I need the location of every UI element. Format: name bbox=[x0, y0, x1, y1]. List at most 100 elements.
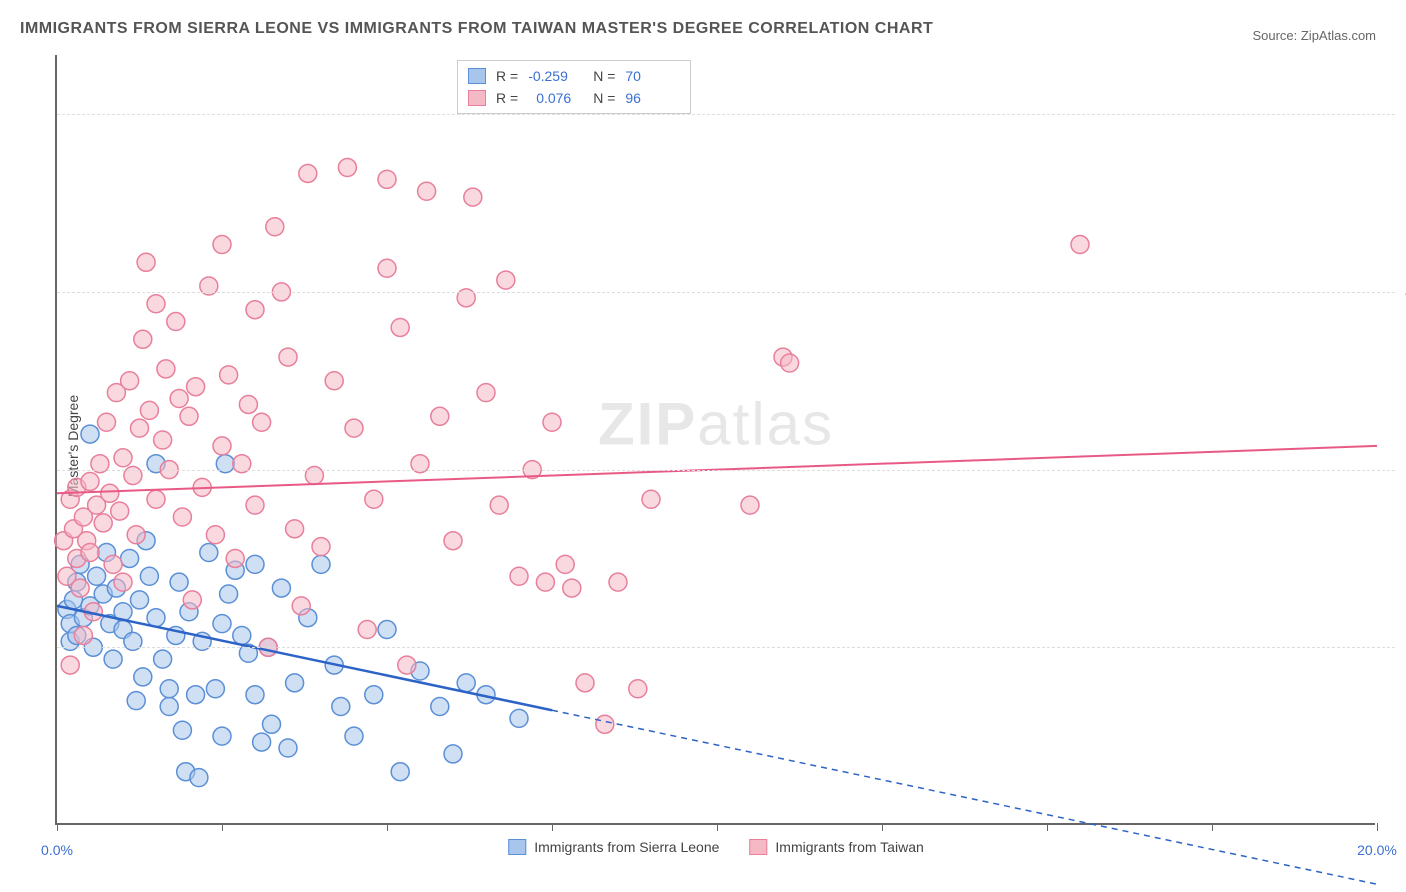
data-point bbox=[253, 733, 271, 751]
data-point bbox=[609, 573, 627, 591]
data-point bbox=[497, 271, 515, 289]
data-point bbox=[88, 567, 106, 585]
data-point bbox=[246, 496, 264, 514]
data-point bbox=[239, 395, 257, 413]
data-point bbox=[147, 295, 165, 313]
stat-label-r: R = bbox=[496, 68, 518, 84]
data-point bbox=[246, 686, 264, 704]
data-point bbox=[167, 313, 185, 331]
data-point bbox=[104, 555, 122, 573]
data-point bbox=[345, 419, 363, 437]
data-point bbox=[312, 555, 330, 573]
data-point bbox=[121, 549, 139, 567]
x-tick-label: 0.0% bbox=[41, 842, 73, 858]
data-point bbox=[140, 567, 158, 585]
data-point bbox=[170, 390, 188, 408]
data-point bbox=[464, 188, 482, 206]
data-point bbox=[378, 259, 396, 277]
data-point bbox=[345, 727, 363, 745]
data-point bbox=[94, 514, 112, 532]
data-point bbox=[444, 745, 462, 763]
data-point bbox=[147, 609, 165, 627]
x-tick-label: 20.0% bbox=[1357, 842, 1397, 858]
trend-line-dashed bbox=[552, 710, 1377, 884]
stat-r-value-1: -0.259 bbox=[528, 68, 583, 84]
data-point bbox=[183, 591, 201, 609]
data-point bbox=[418, 182, 436, 200]
data-point bbox=[200, 544, 218, 562]
data-point bbox=[576, 674, 594, 692]
data-point bbox=[61, 656, 79, 674]
data-point bbox=[127, 526, 145, 544]
data-point bbox=[781, 354, 799, 372]
data-point bbox=[510, 567, 528, 585]
data-point bbox=[741, 496, 759, 514]
data-point bbox=[71, 579, 89, 597]
data-point bbox=[74, 626, 92, 644]
data-point bbox=[365, 686, 383, 704]
stat-label-n: N = bbox=[593, 68, 615, 84]
legend-item-2: Immigrants from Taiwan bbox=[749, 839, 923, 855]
legend-swatch-2 bbox=[749, 839, 767, 855]
data-point bbox=[642, 490, 660, 508]
data-point bbox=[190, 769, 208, 787]
data-point bbox=[629, 680, 647, 698]
swatch-series-2 bbox=[468, 90, 486, 106]
data-point bbox=[325, 372, 343, 390]
data-point bbox=[365, 490, 383, 508]
data-point bbox=[444, 532, 462, 550]
data-point bbox=[187, 378, 205, 396]
data-point bbox=[431, 698, 449, 716]
data-point bbox=[312, 538, 330, 556]
data-point bbox=[220, 366, 238, 384]
data-point bbox=[358, 621, 376, 639]
data-point bbox=[213, 236, 231, 254]
stat-label-n: N = bbox=[593, 90, 615, 106]
data-point bbox=[299, 164, 317, 182]
data-point bbox=[233, 626, 251, 644]
data-point bbox=[556, 555, 574, 573]
data-point bbox=[457, 674, 475, 692]
data-point bbox=[81, 544, 99, 562]
data-point bbox=[266, 218, 284, 236]
stat-n-value-2: 96 bbox=[625, 90, 680, 106]
data-point bbox=[213, 727, 231, 745]
data-point bbox=[173, 508, 191, 526]
data-point bbox=[206, 680, 224, 698]
stat-n-value-1: 70 bbox=[625, 68, 680, 84]
data-point bbox=[332, 698, 350, 716]
data-point bbox=[147, 490, 165, 508]
chart-title: IMMIGRANTS FROM SIERRA LEONE VS IMMIGRAN… bbox=[20, 20, 933, 38]
data-point bbox=[286, 520, 304, 538]
data-point bbox=[81, 425, 99, 443]
data-point bbox=[187, 686, 205, 704]
data-point bbox=[160, 698, 178, 716]
data-point bbox=[154, 431, 172, 449]
data-point bbox=[563, 579, 581, 597]
data-point bbox=[213, 437, 231, 455]
stats-legend-box: R = -0.259 N = 70 R = 0.076 N = 96 bbox=[457, 60, 691, 114]
data-point bbox=[477, 384, 495, 402]
data-point bbox=[398, 656, 416, 674]
data-point bbox=[1071, 236, 1089, 254]
data-point bbox=[121, 372, 139, 390]
data-point bbox=[104, 650, 122, 668]
data-point bbox=[170, 573, 188, 591]
data-point bbox=[279, 348, 297, 366]
data-point bbox=[134, 668, 152, 686]
data-point bbox=[338, 159, 356, 177]
data-point bbox=[543, 413, 561, 431]
data-point bbox=[134, 330, 152, 348]
data-point bbox=[286, 674, 304, 692]
data-point bbox=[160, 680, 178, 698]
data-point bbox=[114, 573, 132, 591]
data-point bbox=[272, 579, 290, 597]
legend-label-2: Immigrants from Taiwan bbox=[775, 839, 923, 855]
data-point bbox=[279, 739, 297, 757]
source-label: Source: ZipAtlas.com bbox=[1252, 28, 1376, 43]
data-point bbox=[137, 253, 155, 271]
data-point bbox=[536, 573, 554, 591]
data-point bbox=[127, 692, 145, 710]
data-point bbox=[140, 401, 158, 419]
chart-canvas bbox=[57, 55, 1375, 823]
